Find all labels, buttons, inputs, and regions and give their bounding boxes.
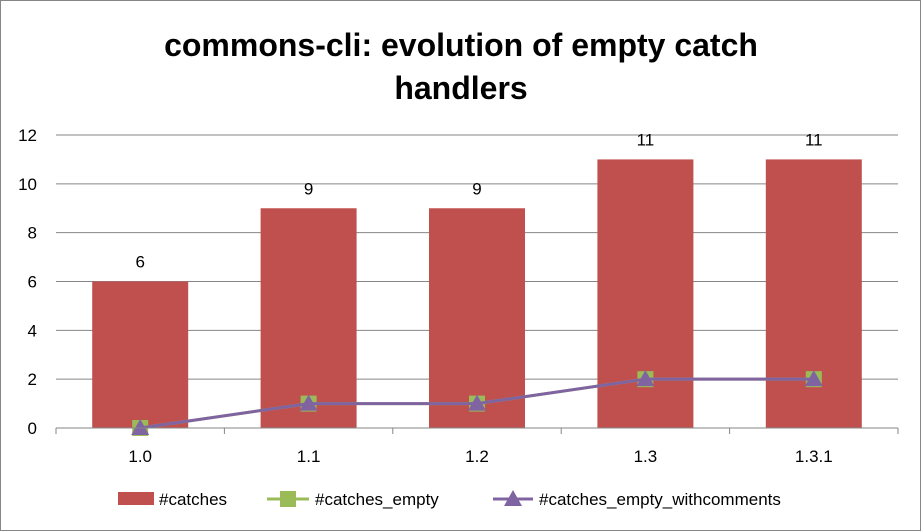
point-marker-triangle	[804, 370, 823, 387]
legend-swatch-marker	[504, 490, 522, 506]
point-marker-triangle	[299, 394, 318, 411]
bar-data-label: 9	[304, 179, 313, 198]
legend-label: #catches_empty	[315, 490, 439, 509]
legend-label: #catches_empty_withcomments	[539, 490, 781, 509]
y-tick-label: 6	[28, 273, 37, 292]
bar	[597, 159, 694, 428]
legend-item-catches-empty: #catches_empty	[267, 490, 439, 509]
bar-data-label: 11	[805, 130, 823, 149]
bar-data-label: 6	[135, 253, 144, 272]
bar-data-label: 11	[637, 130, 655, 149]
chart-title-line-2: handlers	[394, 70, 527, 106]
legend-item-catches-empty-withcomments: #catches_empty_withcomments	[493, 490, 781, 509]
legend-swatch-bar	[118, 492, 154, 505]
bar	[260, 208, 357, 428]
y-tick-label: 12	[18, 126, 37, 145]
point-marker-triangle	[131, 419, 150, 435]
bar-data-label: 9	[472, 179, 481, 198]
y-tick-label: 10	[18, 175, 37, 194]
point-marker-triangle	[468, 394, 486, 411]
y-tick-label: 4	[28, 321, 37, 340]
bar	[92, 281, 189, 428]
legend-item-catches: #catches	[118, 490, 227, 509]
x-axis-tick-labels: 1.0 1.1 1.2 1.3 1.3.1	[128, 447, 832, 466]
x-tick-label: 1.2	[465, 447, 489, 466]
bar	[429, 208, 525, 428]
x-tick-label: 1.3	[634, 447, 658, 466]
y-tick-label: 2	[28, 370, 37, 389]
x-tick-label: 1.3.1	[795, 447, 833, 466]
bar	[765, 159, 862, 428]
bar-data-labels: 6 9 9 11 11	[135, 130, 822, 271]
chart-title-line-1: commons-cli: evolution of empty catch	[164, 27, 758, 63]
y-tick-label: 8	[28, 224, 37, 243]
legend: #catches #catches_empty #catches_empty_wit…	[118, 490, 781, 509]
x-tick-label: 1.1	[297, 447, 321, 466]
x-tick-label: 1.0	[128, 447, 152, 466]
y-tick-label: 0	[28, 419, 37, 438]
legend-label: #catches	[159, 490, 227, 509]
chart-title: commons-cli: evolution of empty catch ha…	[164, 27, 758, 106]
bar-series-catches	[92, 159, 862, 428]
point-marker-triangle	[636, 370, 655, 387]
x-axis	[55, 427, 899, 434]
y-axis-tick-labels: 0 2 4 6 8 10 12	[18, 126, 37, 438]
legend-swatch-marker	[280, 491, 296, 507]
